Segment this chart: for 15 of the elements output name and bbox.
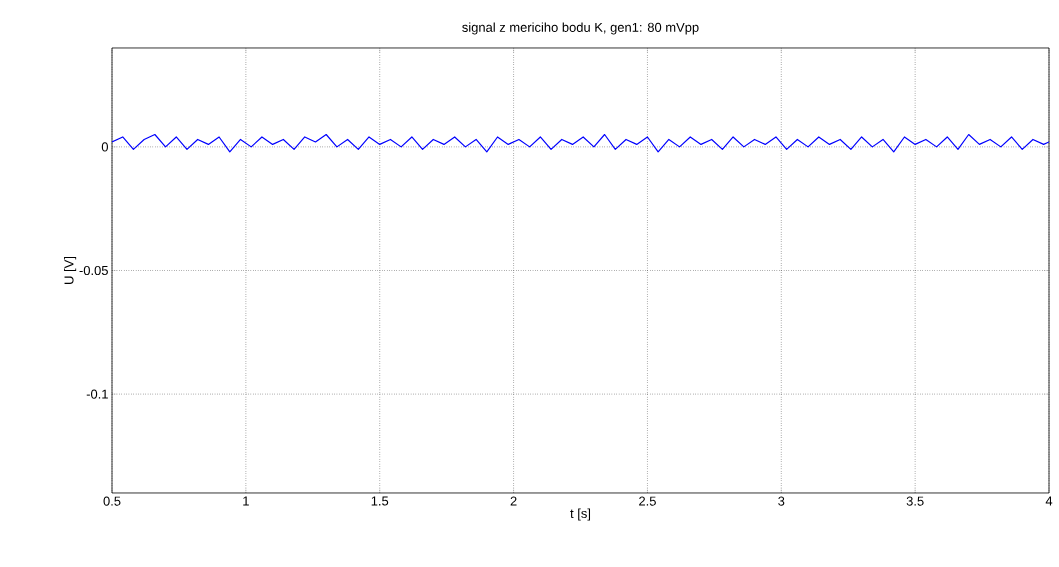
x-tick-label: 3.5 (906, 496, 924, 506)
x-tick-label: 1.5 (371, 496, 389, 506)
x-tick-label: 1 (243, 496, 249, 506)
line-series (112, 133, 1050, 153)
chart-title: signal z mericiho bodu K, gen1: 80 mVpp (462, 22, 699, 35)
x-tick-label: 2.5 (639, 496, 656, 506)
y-axis-title: U [V] (64, 257, 77, 284)
x-tick-label: 2 (510, 496, 517, 506)
x-tick-label: 4 (1045, 496, 1053, 506)
x-tick-label: 3 (778, 496, 785, 506)
y-tick-label: -0.1 (86, 389, 108, 399)
x-axis-title: t [s] (570, 508, 591, 521)
y-tick-label: -0.05 (79, 265, 108, 276)
x-tick-label: 0.5 (103, 496, 121, 506)
y-tick-label: 0 (101, 142, 108, 152)
